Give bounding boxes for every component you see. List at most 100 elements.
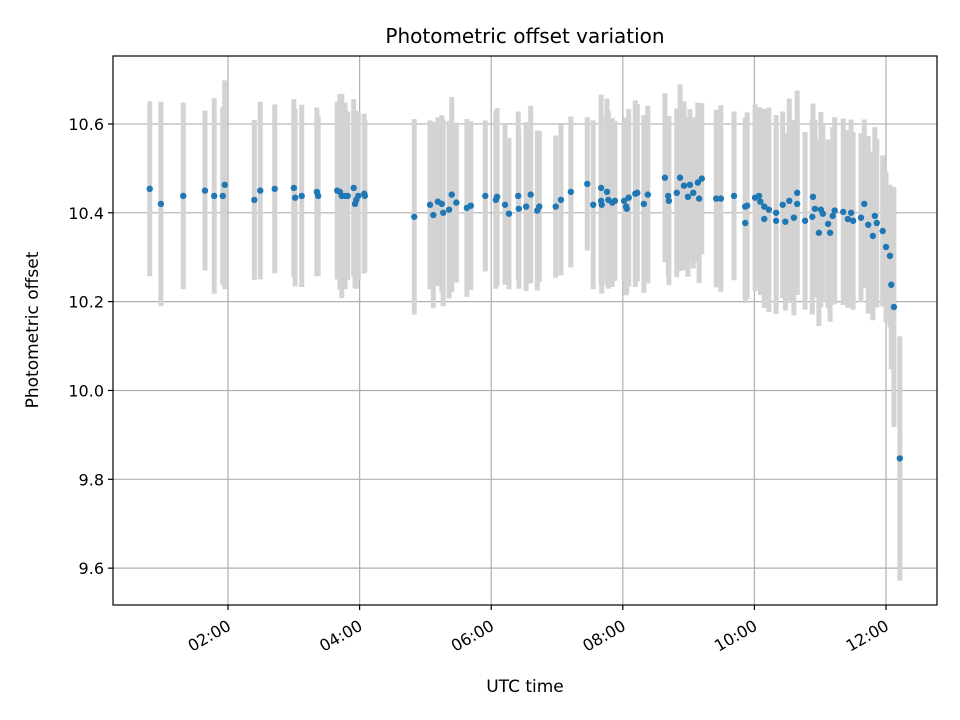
data-point	[801, 217, 809, 224]
data-point	[886, 252, 894, 260]
data-point	[761, 215, 768, 223]
data-point	[686, 181, 694, 189]
data-point	[157, 200, 165, 208]
data-point	[536, 203, 543, 210]
grid-lines	[113, 56, 937, 605]
data-point	[819, 210, 827, 217]
data-point	[527, 191, 534, 198]
data-point	[673, 189, 680, 197]
y-axis-label: Photometric offset	[23, 251, 43, 408]
data-point	[665, 197, 673, 205]
data-point	[257, 187, 264, 194]
data-point	[445, 206, 453, 213]
data-point	[772, 209, 780, 216]
data-point	[713, 195, 720, 202]
data-point	[888, 281, 895, 288]
x-tick-label: 08:00	[579, 616, 628, 656]
data-point	[640, 200, 648, 208]
data-point	[221, 181, 228, 189]
data-point	[869, 232, 877, 240]
data-point	[290, 184, 298, 192]
data-point	[741, 219, 749, 227]
data-point	[219, 192, 226, 200]
data-point	[717, 195, 725, 202]
data-point	[426, 201, 434, 208]
data-point	[467, 202, 475, 209]
data-point	[786, 197, 793, 205]
data-point	[590, 201, 597, 208]
data-point	[815, 229, 823, 236]
data-point	[694, 179, 702, 186]
data-point	[890, 303, 898, 311]
y-tick-label: 10.2	[68, 293, 104, 312]
data-point	[201, 187, 209, 194]
data-point	[344, 192, 351, 200]
data-point	[811, 205, 819, 212]
data-point	[793, 200, 801, 208]
data-point	[684, 193, 692, 201]
data-point	[634, 189, 641, 197]
data-point	[857, 214, 865, 221]
data-point	[809, 193, 817, 201]
x-tick-label: 02:00	[185, 616, 234, 656]
chart-title: Photometric offset variation	[385, 24, 664, 48]
data-point	[793, 189, 801, 197]
data-point	[743, 202, 751, 209]
error-bars	[147, 80, 903, 581]
x-tick-label: 12:00	[843, 616, 892, 656]
data-point	[291, 194, 299, 201]
y-tick-label: 10.6	[68, 115, 104, 134]
data-point	[361, 192, 369, 200]
x-tick-label: 06:00	[448, 616, 497, 656]
data-point	[661, 174, 669, 181]
y-axis-ticks: 9.6 9.8 10.0 10.2 10.4 10.6	[68, 115, 113, 578]
data-point	[644, 191, 652, 198]
axes-frame	[112, 55, 938, 606]
data-point	[873, 219, 880, 227]
data-point	[552, 203, 559, 210]
data-point	[298, 192, 305, 200]
data-point	[761, 203, 768, 210]
x-axis-ticks: 02:00 04:00 06:00 08:00 10:00 12:00	[185, 605, 892, 656]
data-point	[790, 214, 798, 221]
data-point	[844, 215, 852, 223]
data-point	[350, 184, 357, 192]
data-point	[611, 197, 619, 205]
data-point	[847, 209, 855, 216]
data-point	[438, 200, 446, 208]
data-point	[251, 196, 258, 204]
data-point	[680, 182, 688, 189]
data-point	[840, 208, 847, 216]
data-point	[676, 174, 684, 181]
data-point	[757, 198, 764, 205]
x-tick-label: 10:00	[711, 616, 760, 656]
data-point	[829, 212, 836, 220]
data-point	[314, 192, 322, 200]
data-point	[603, 188, 611, 196]
data-point	[355, 192, 362, 200]
data-point	[861, 200, 868, 208]
y-tick-label: 9.6	[79, 559, 104, 578]
data-point	[871, 212, 879, 220]
data-point	[439, 209, 447, 216]
x-axis-label: UTC time	[486, 677, 564, 697]
data-point	[448, 191, 455, 198]
data-point	[567, 188, 575, 196]
data-point	[695, 195, 703, 202]
data-point	[879, 227, 886, 235]
data-point	[146, 185, 153, 193]
data-point	[430, 211, 437, 219]
data-point	[493, 193, 501, 201]
data-point	[597, 184, 605, 192]
data-point	[730, 192, 738, 200]
data-point	[271, 185, 278, 193]
data-point	[210, 192, 218, 200]
data-point	[620, 197, 628, 205]
data-point	[826, 229, 834, 236]
y-tick-label: 9.8	[79, 470, 104, 489]
data-point	[522, 203, 530, 210]
data-point	[896, 455, 904, 462]
data-point	[180, 192, 187, 200]
data-point	[501, 201, 509, 208]
